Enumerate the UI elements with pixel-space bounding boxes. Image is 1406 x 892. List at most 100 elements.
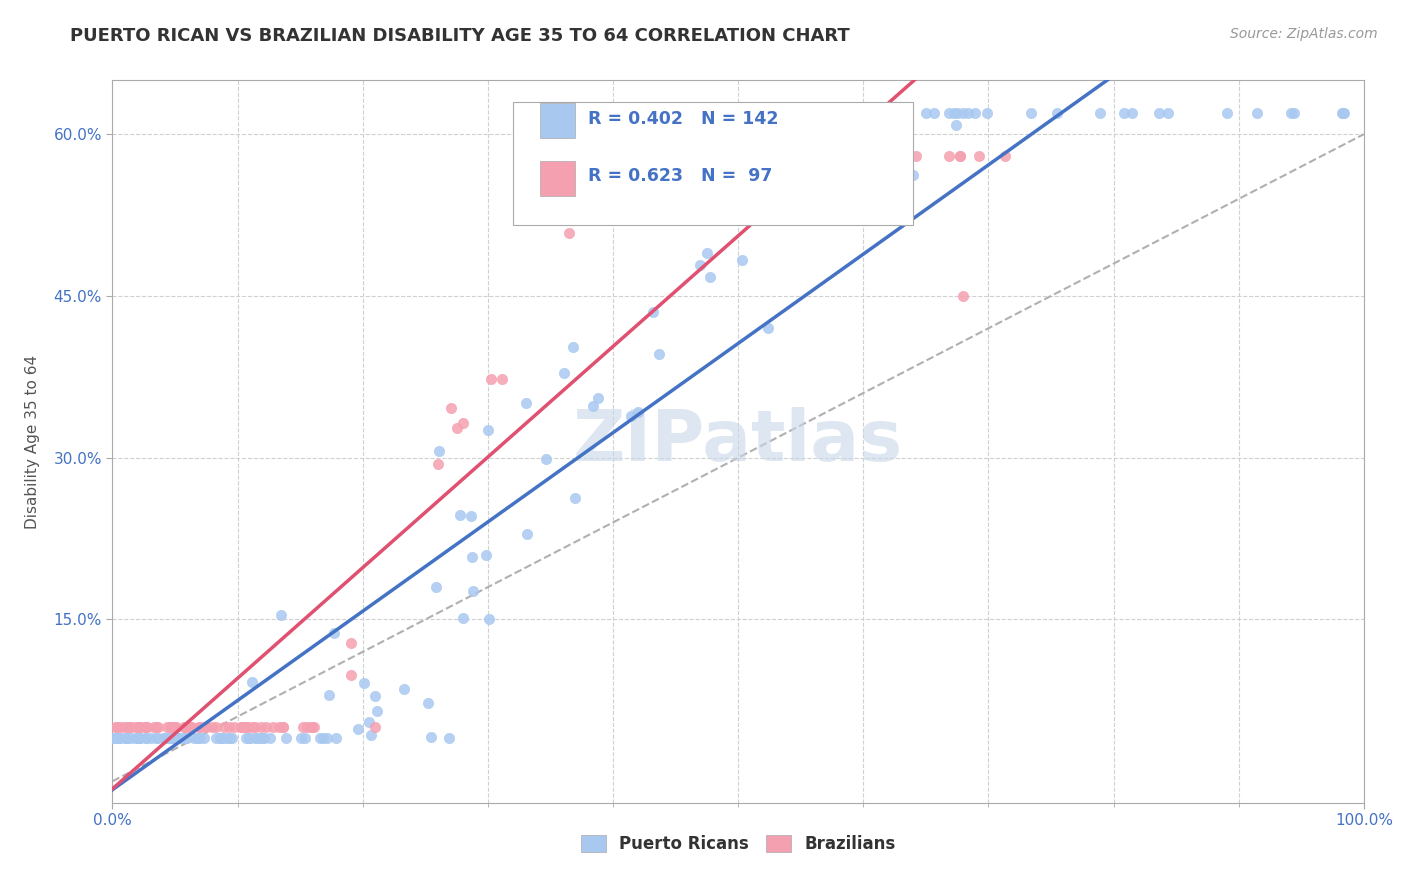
Point: [364, 689, 387, 703]
Point: [520, 156, 543, 170]
Point: [1019, 105, 1042, 120]
Point: [976, 105, 998, 120]
Point: [146, 731, 169, 745]
Point: [894, 105, 917, 120]
Point: [290, 731, 312, 745]
Point: [309, 731, 332, 745]
Point: [201, 720, 224, 734]
Point: [243, 731, 266, 745]
Point: [942, 105, 965, 120]
Point: [167, 731, 190, 745]
Point: [115, 731, 138, 745]
Point: [165, 720, 187, 734]
Point: [668, 149, 690, 163]
Point: [586, 149, 609, 163]
Point: [696, 246, 718, 260]
Point: [879, 105, 901, 120]
Point: [353, 675, 375, 690]
Point: [1282, 105, 1305, 120]
Point: [1147, 105, 1170, 120]
Point: [128, 731, 150, 745]
Point: [323, 625, 346, 640]
Point: [188, 731, 211, 745]
Point: [461, 583, 484, 598]
Point: [564, 491, 586, 506]
Point: [107, 731, 129, 745]
Point: [946, 105, 969, 120]
Point: [219, 731, 242, 745]
Point: [924, 105, 946, 120]
Point: [394, 682, 416, 697]
Point: [855, 105, 877, 120]
Point: [135, 720, 157, 734]
Point: [174, 731, 197, 745]
Point: [165, 731, 187, 745]
Point: [461, 549, 484, 564]
Point: [363, 720, 385, 734]
Point: [262, 720, 284, 734]
Point: [236, 720, 259, 734]
Point: [129, 731, 152, 745]
Point: [853, 149, 876, 163]
Point: [425, 580, 447, 594]
Point: [969, 149, 991, 163]
Point: [235, 720, 257, 734]
Point: [965, 105, 987, 120]
Point: [128, 720, 150, 734]
Point: [232, 720, 254, 734]
Point: [242, 720, 264, 734]
Point: [162, 720, 184, 734]
Point: [945, 119, 967, 133]
Point: [952, 105, 974, 120]
Point: [217, 731, 239, 745]
Point: [177, 720, 200, 734]
Point: [515, 396, 537, 410]
Point: [620, 409, 643, 423]
Point: [120, 731, 142, 745]
Point: [304, 720, 326, 734]
Point: [129, 720, 152, 734]
Point: [731, 252, 754, 267]
Point: [259, 731, 281, 745]
Point: [860, 105, 883, 120]
Point: [218, 720, 240, 734]
Point: [491, 371, 513, 385]
Point: [107, 720, 129, 734]
Point: [246, 731, 269, 745]
Point: [129, 720, 152, 734]
Point: [162, 731, 184, 745]
Point: [689, 258, 711, 272]
Point: [325, 731, 347, 745]
Point: [212, 720, 235, 734]
Point: [194, 720, 217, 734]
Point: [1279, 105, 1302, 120]
Point: [136, 720, 159, 734]
Point: [267, 720, 290, 734]
Point: [360, 728, 382, 742]
Point: [238, 731, 260, 745]
Point: [181, 720, 204, 734]
Bar: [540, 103, 575, 138]
Point: [631, 149, 654, 163]
Point: [252, 731, 274, 745]
Point: [127, 720, 149, 734]
Point: [117, 720, 139, 734]
FancyBboxPatch shape: [513, 102, 914, 225]
Point: [301, 720, 323, 734]
Point: [790, 149, 813, 163]
Point: [697, 149, 720, 163]
Point: [117, 720, 139, 734]
Point: [115, 731, 138, 745]
Point: [205, 731, 228, 745]
Point: [179, 720, 201, 734]
Point: [108, 731, 131, 745]
Point: [534, 452, 557, 467]
Point: [160, 720, 183, 734]
Point: [249, 731, 271, 745]
Point: [166, 731, 188, 745]
Point: [460, 508, 482, 523]
Point: [145, 720, 167, 734]
Point: [316, 731, 339, 745]
Point: [785, 149, 807, 163]
Point: [641, 305, 664, 319]
